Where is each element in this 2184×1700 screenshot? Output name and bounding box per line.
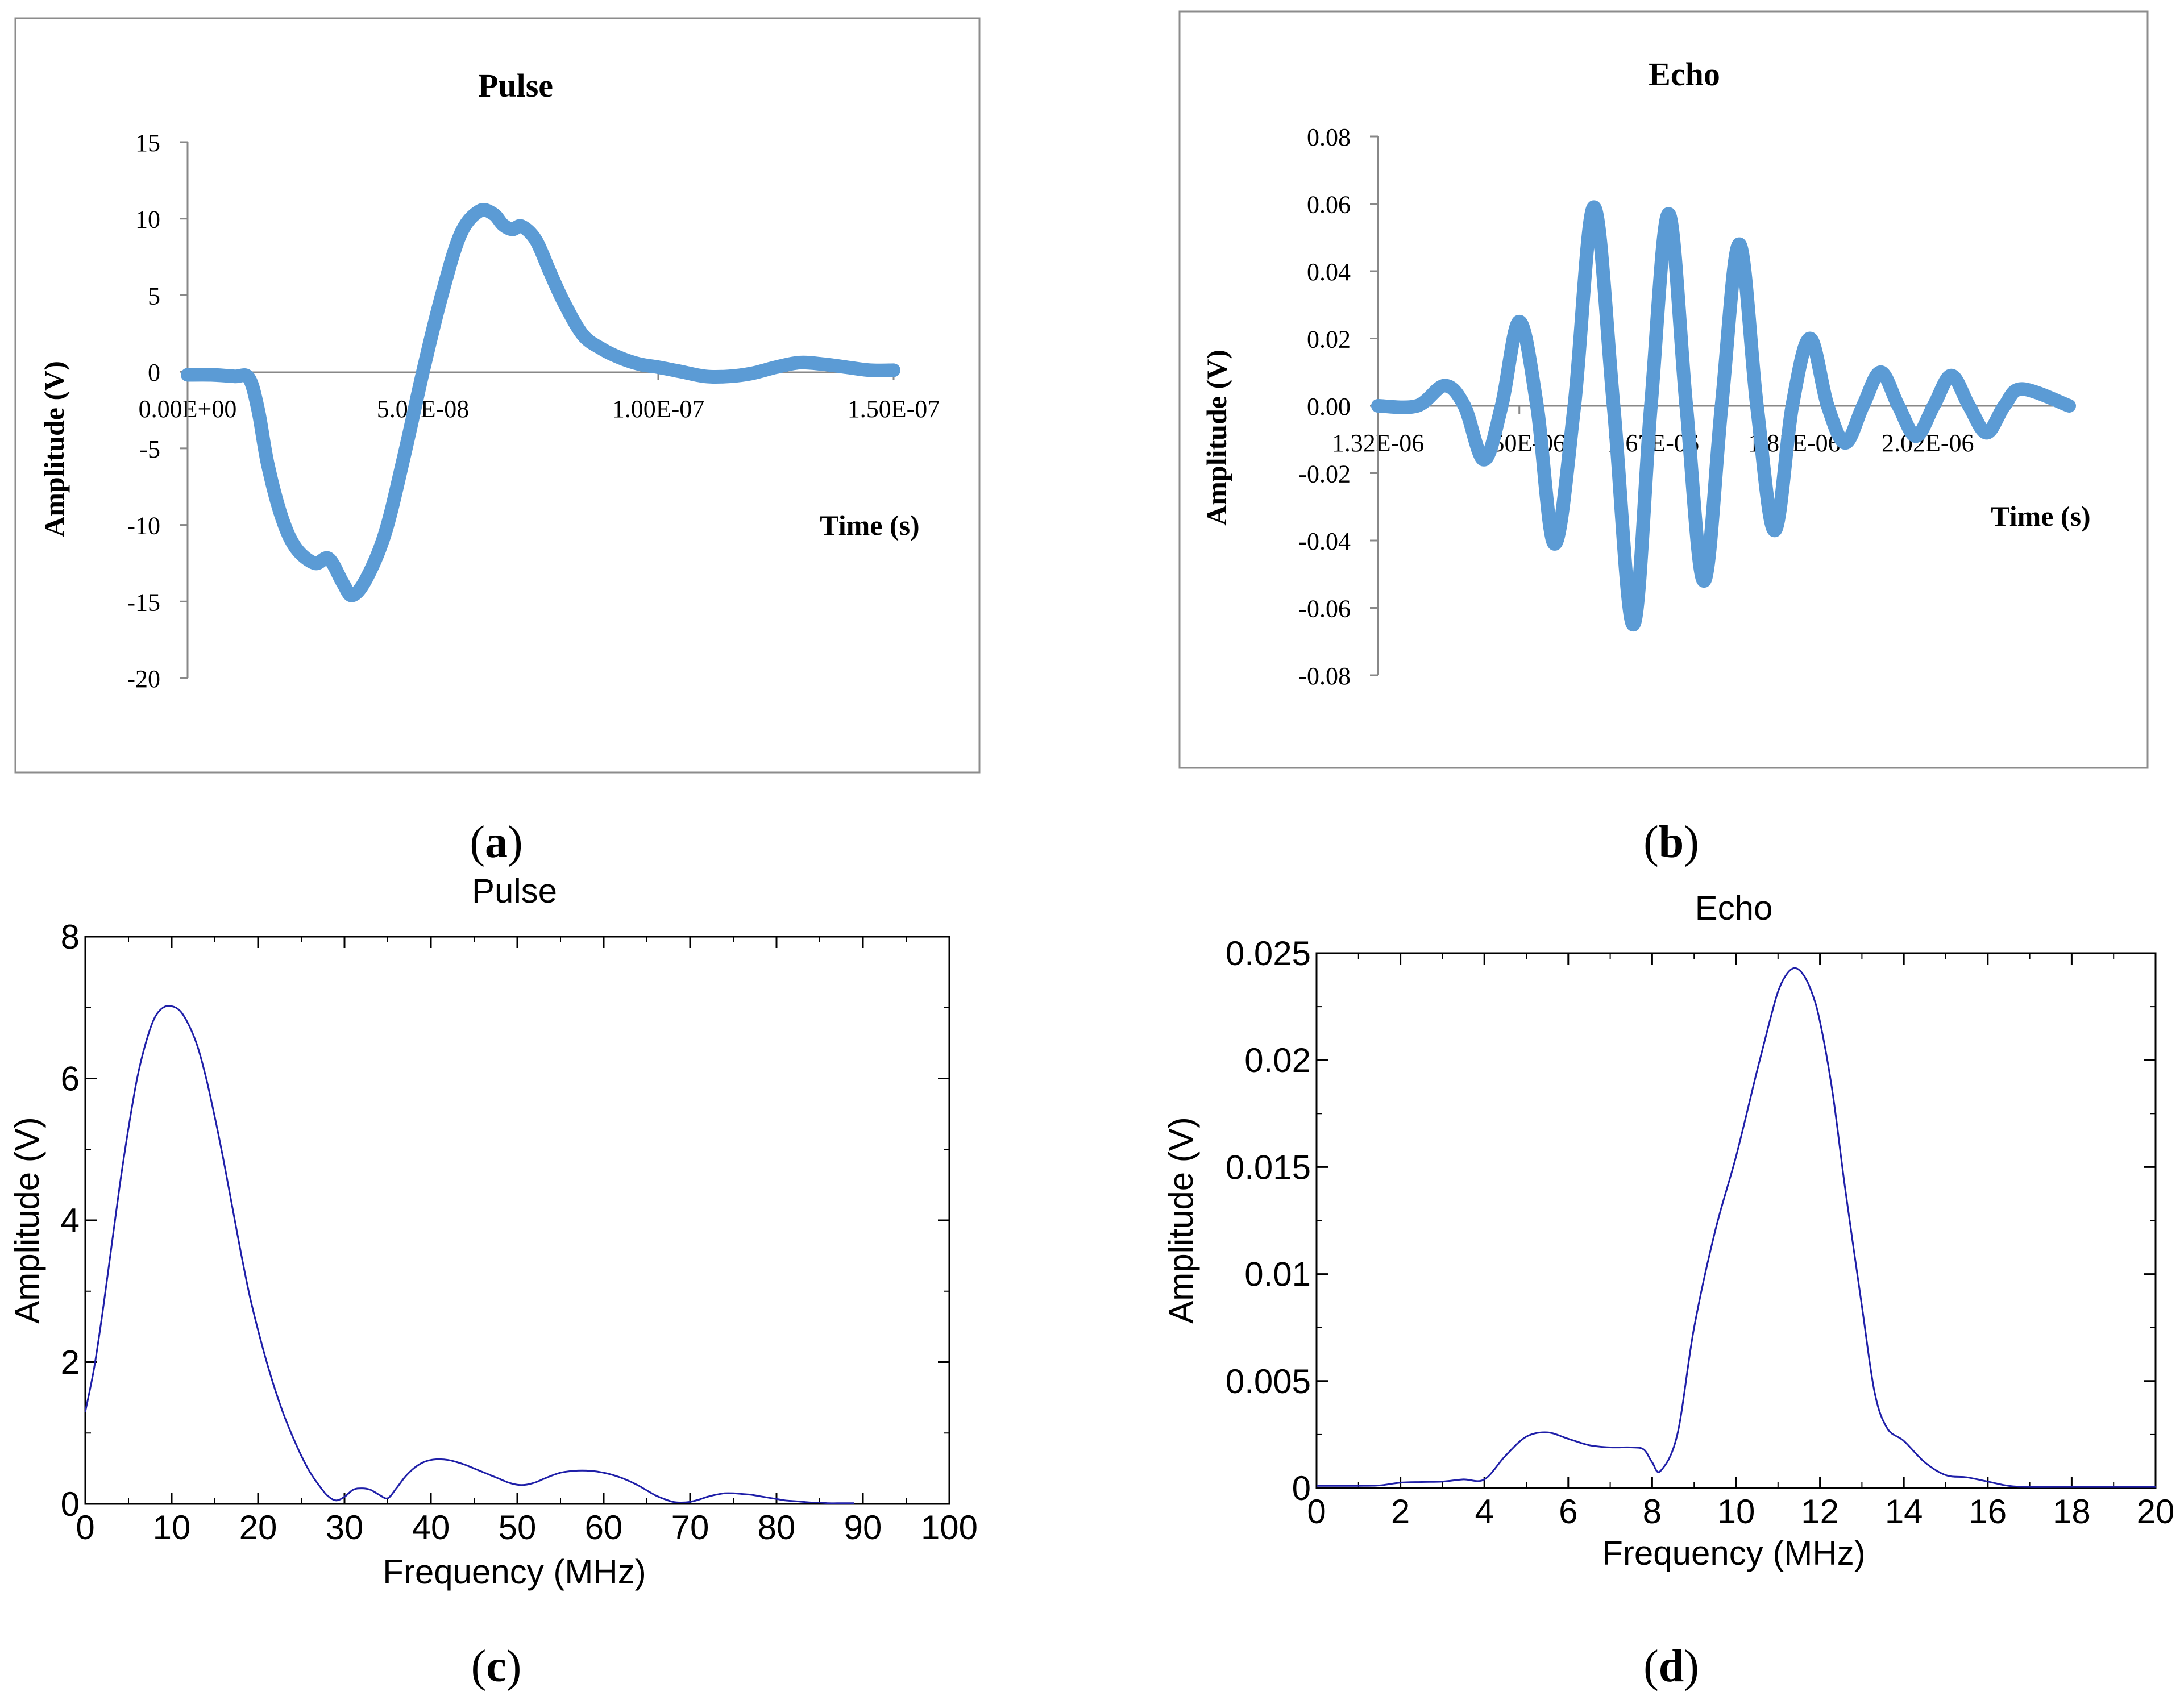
panel-c: Pulse 0 2 4 6 8 0 10 20 30 40 50 60 70 80 90 100 Ampli…	[8, 872, 978, 1591]
chart-d-xlabel: Frequency (MHz)	[1602, 1534, 1865, 1572]
chart-d-ylabel: Amplitude (V)	[1162, 1117, 1200, 1323]
chart-a-series-line	[181, 203, 900, 602]
chart-d-ytick-label: 0.02	[1244, 1041, 1311, 1079]
chart-c-xtick-label: 70	[671, 1508, 709, 1547]
panel-label-c-letter: c	[486, 1641, 506, 1691]
chart-c-ylabel: Amplitude (V)	[8, 1117, 46, 1323]
chart-c-ytick-label: 0	[61, 1485, 80, 1523]
chart-a-ytick-label: -20	[127, 665, 160, 693]
chart-c-xtick-label: 20	[239, 1508, 277, 1547]
chart-c-series-line	[84, 1005, 854, 1504]
chart-a-ytick-label: -10	[127, 512, 160, 540]
chart-c-xlabel: Frequency (MHz)	[383, 1553, 646, 1591]
chart-b-ylabel: Amplitude (V)	[1201, 350, 1232, 526]
chart-d-ytick-label: 0.01	[1244, 1256, 1311, 1294]
chart-d-xtick-label: 0	[1307, 1493, 1326, 1531]
chart-c-ytick-labels: 0 2 4 6 8	[61, 918, 80, 1523]
chart-d-xtick-label: 20	[2137, 1493, 2175, 1531]
chart-d-ytick-labels: 0 0.005 0.01 0.015 0.02 0.025	[1226, 934, 1311, 1507]
panel-label-b: (b)	[1643, 817, 1699, 867]
chart-c-xtick-label: 10	[153, 1508, 191, 1547]
chart-c-ytick-label: 8	[61, 918, 80, 956]
chart-a-ytick-label: 5	[148, 282, 160, 310]
chart-c-xtick-label: 80	[758, 1508, 796, 1547]
chart-a-title: Pulse	[478, 67, 553, 104]
chart-d-xtick-labels: 0 2 4 6 8 10 12 14 16 18 20	[1307, 1493, 2174, 1531]
chart-a-xtick-labels: 0.00E+00 5.00E-08 1.00E-07 1.50E-07	[139, 395, 940, 423]
chart-d-ytick-label: 0.015	[1226, 1148, 1311, 1186]
chart-a-ytick-label: 15	[135, 129, 160, 157]
panel-d: Echo 0 0.005 0.01 0.015 0.02 0.025 0 2 4 6 8 10 12 1…	[1162, 889, 2174, 1572]
chart-c-xtick-label: 60	[585, 1508, 623, 1547]
chart-d-xtick-label: 12	[1801, 1493, 1839, 1531]
chart-d-ytick-label: 0.025	[1226, 934, 1311, 972]
chart-c-xtick-labels: 0 10 20 30 40 50 60 70 80 90 100	[76, 1508, 978, 1547]
chart-b-frame	[1178, 10, 2149, 769]
chart-b-ytick-label: 0.02	[1307, 326, 1351, 354]
chart-b-ytick-label: -0.02	[1298, 460, 1351, 488]
chart-b-title: Echo	[1649, 56, 1720, 93]
chart-c-xtick-label: 40	[412, 1508, 450, 1547]
chart-b-ytick-label: -0.08	[1298, 662, 1351, 690]
chart-d-xtick-label: 6	[1559, 1493, 1577, 1531]
chart-d-xtick-label: 14	[1885, 1493, 1923, 1531]
chart-c-xtick-label: 90	[844, 1508, 882, 1547]
chart-a-frame	[14, 17, 981, 774]
chart-c-xtick-label: 50	[499, 1508, 537, 1547]
chart-a-xtick-label: 1.00E-07	[612, 395, 705, 423]
chart-c-xtick-label: 30	[326, 1508, 364, 1547]
chart-d-xtick-label: 4	[1475, 1493, 1494, 1531]
chart-b-ytick-label: 0.06	[1307, 191, 1351, 219]
chart-c-xtick-label: 0	[76, 1508, 94, 1547]
chart-d-tick-marks	[1315, 952, 2157, 1489]
chart-d-plot-box	[1315, 952, 2157, 1489]
chart-a-ytick-label: -5	[139, 435, 160, 463]
chart-a-xlabel: Time (s)	[820, 509, 919, 541]
panel-label-d-letter: d	[1659, 1641, 1684, 1691]
chart-d-xtick-label: 2	[1391, 1493, 1410, 1531]
chart-b-series-line	[1371, 200, 2076, 632]
chart-d-ytick-label: 0	[1292, 1469, 1311, 1507]
chart-c-plot-box	[84, 936, 950, 1505]
chart-b-ytick-label: -0.06	[1298, 595, 1351, 623]
chart-c-ytick-label: 2	[61, 1344, 80, 1382]
chart-d-series-line	[1317, 967, 2156, 1488]
chart-d-title: Echo	[1695, 889, 1773, 927]
chart-c-tick-marks	[84, 936, 950, 1505]
chart-a-ytick-label: 0	[148, 359, 160, 386]
chart-c-ytick-label: 4	[61, 1202, 80, 1240]
chart-c-title: Pulse	[472, 872, 557, 910]
panel-label-a: (a)	[470, 817, 522, 867]
chart-d-xtick-label: 10	[1717, 1493, 1755, 1531]
panel-label-b-letter: b	[1659, 817, 1684, 867]
chart-b-ytick-label: 0.08	[1307, 123, 1351, 151]
panel-label-a-letter: a	[485, 817, 508, 867]
chart-b-xlabel: Time (s)	[1991, 500, 2090, 532]
panel-b: Echo 0.08 0.06 0.04 0.02 0.00 -0.02 -0.04 -0.06…	[1178, 10, 2149, 769]
chart-a-ytick-label: -15	[127, 588, 160, 616]
panel-label-d: (d)	[1643, 1641, 1699, 1691]
chart-a-ytick-label: 10	[135, 206, 160, 234]
chart-d-xtick-label: 16	[1969, 1493, 2007, 1531]
chart-b-ytick-label: 0.00	[1307, 393, 1351, 421]
chart-a-ylabel: Amplitude (V)	[38, 361, 70, 537]
chart-c-xtick-label: 100	[921, 1508, 978, 1547]
chart-c-ytick-label: 6	[61, 1060, 80, 1098]
chart-a-xtick-label: 1.50E-07	[848, 395, 940, 423]
chart-d-xtick-label: 18	[2053, 1493, 2091, 1531]
chart-b-ytick-labels: 0.08 0.06 0.04 0.02 0.00 -0.02 -0.04 -0.06 -0.08	[1298, 123, 1351, 690]
chart-d-ytick-label: 0.005	[1226, 1362, 1311, 1400]
chart-d-xtick-label: 8	[1643, 1493, 1662, 1531]
chart-b-ytick-label: 0.04	[1307, 258, 1351, 286]
chart-b-ytick-label: -0.04	[1298, 527, 1351, 555]
panel-label-c: (c)	[471, 1641, 522, 1691]
chart-a-ytick-labels: 15 10 5 0 -5 -10 -15 -20	[127, 129, 160, 693]
